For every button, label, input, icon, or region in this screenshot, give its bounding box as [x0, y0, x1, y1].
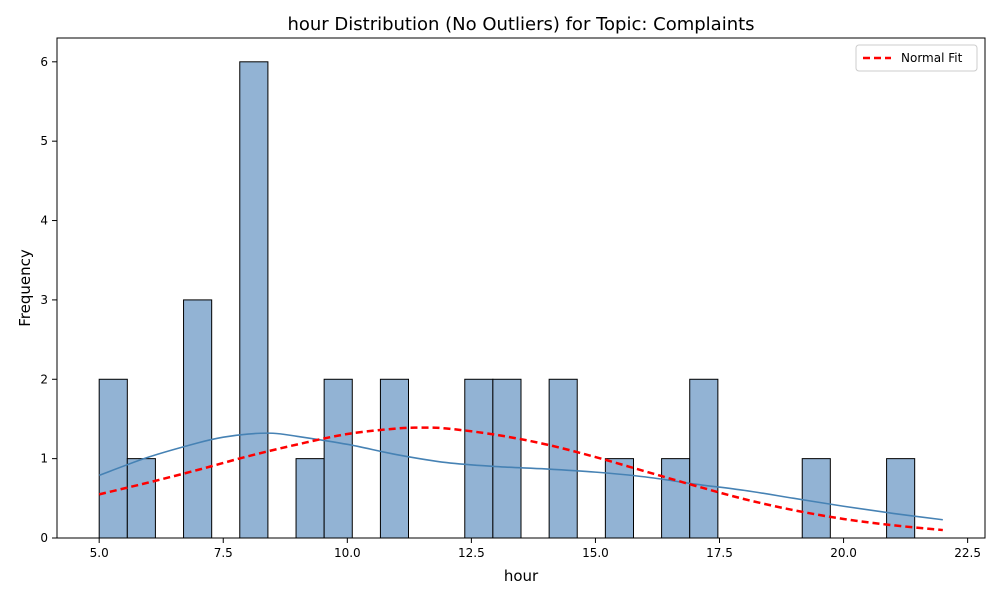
- histogram-bar: [295, 458, 325, 539]
- chart-title: hour Distribution (No Outliers) for Topi…: [287, 14, 754, 35]
- histogram-bar: [98, 378, 128, 539]
- histogram-bar: [801, 458, 831, 539]
- histogram-bar: [661, 458, 691, 539]
- histogram-bar: [492, 378, 522, 539]
- histogram-bar: [126, 458, 156, 539]
- y-tick-label: 6: [40, 55, 48, 69]
- y-tick-label: 5: [40, 134, 48, 148]
- legend-box: [855, 44, 978, 72]
- x-axis-title: hour: [504, 567, 539, 585]
- x-tick-label: 22.5: [954, 546, 981, 560]
- histogram-bar: [464, 378, 494, 539]
- y-tick-label: 0: [40, 531, 48, 545]
- histogram-bar: [323, 378, 353, 539]
- histogram-bar: [183, 299, 213, 539]
- density-lines: [98, 426, 943, 532]
- histogram-bar: [379, 378, 409, 539]
- y-axis-title: Frequency: [16, 249, 34, 327]
- y-axis-ticks: 0 1 2 3 4 5 6: [40, 55, 57, 545]
- x-tick-label: 17.5: [706, 546, 733, 560]
- x-tick-label: 5.0: [90, 546, 109, 560]
- x-tick-label: 15.0: [582, 546, 609, 560]
- histogram-bars: [98, 61, 916, 539]
- x-tick-label: 7.5: [214, 546, 233, 560]
- y-tick-label: 3: [40, 293, 48, 307]
- x-axis-ticks: 5.0 7.5 10.0 12.5 15.0 17.5 20.0 22.5: [90, 538, 981, 560]
- x-tick-label: 20.0: [830, 546, 857, 560]
- x-tick-label: 12.5: [458, 546, 485, 560]
- histogram-bar: [548, 378, 578, 539]
- x-tick-label: 10.0: [334, 546, 361, 560]
- plot-frame: [56, 37, 986, 539]
- y-tick-label: 4: [40, 214, 48, 228]
- histogram-bar: [689, 378, 719, 539]
- legend: Normal Fit: [855, 44, 978, 72]
- y-tick-label: 1: [40, 452, 48, 466]
- legend-label-normal-fit: Normal Fit: [901, 51, 963, 65]
- histogram-bar: [604, 458, 635, 539]
- axes-frame: [56, 37, 986, 539]
- y-tick-label: 2: [40, 372, 48, 386]
- kde-line: [98, 432, 943, 521]
- histogram-bar: [239, 61, 269, 539]
